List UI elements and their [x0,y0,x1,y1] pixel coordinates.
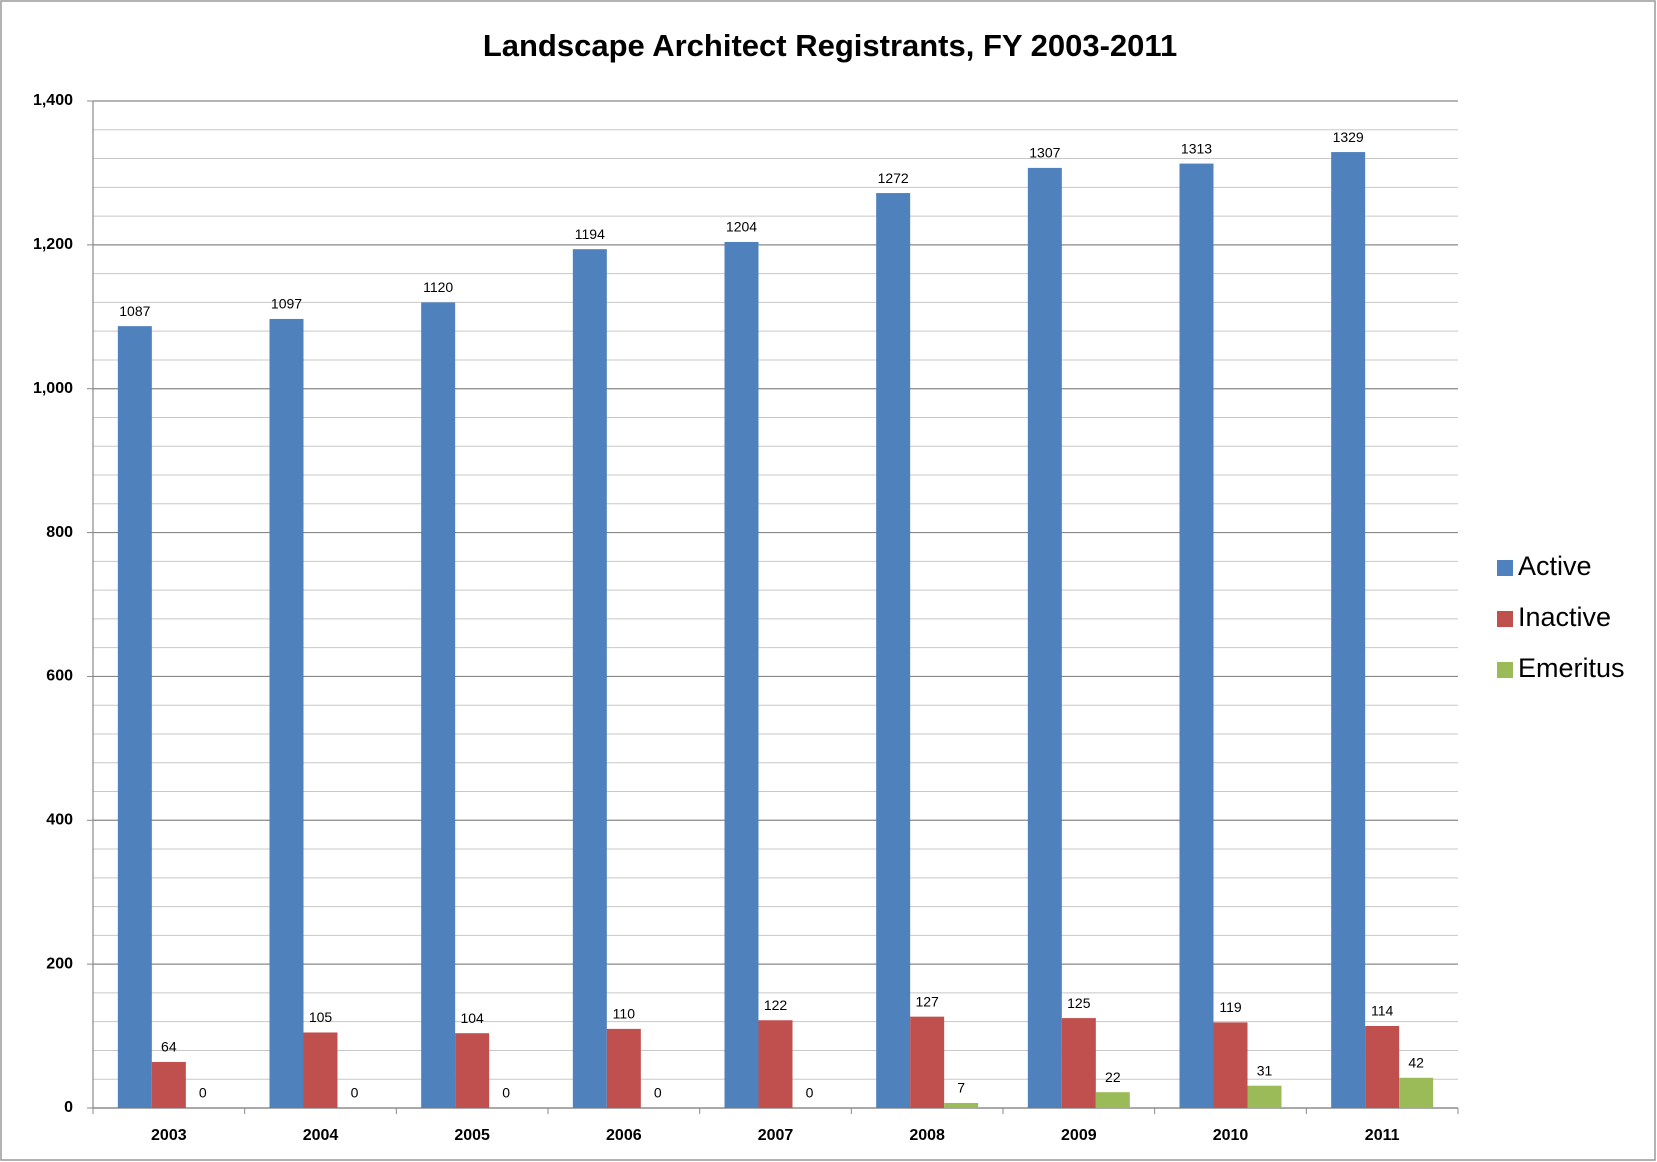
data-label: 1097 [271,296,302,312]
data-label: 122 [764,997,788,1013]
bar [1095,1092,1130,1108]
data-label: 125 [1067,995,1091,1011]
data-label: 1120 [423,279,453,295]
x-tick-label: 2010 [1213,1127,1249,1144]
y-tick-label: 1,200 [33,236,73,253]
data-label: 42 [1408,1054,1424,1070]
bar [1061,1018,1096,1108]
bar [1399,1077,1434,1108]
bar [1247,1085,1282,1108]
y-tick-label: 400 [46,812,73,829]
data-label: 1313 [1181,140,1212,156]
data-label: 31 [1257,1062,1273,1078]
data-label: 105 [309,1009,333,1025]
data-label: 0 [654,1085,662,1101]
y-tick-label: 1,400 [33,92,73,109]
bar [117,326,152,1108]
legend-swatch [1497,611,1513,627]
legend-label: Emeritus [1518,653,1625,683]
data-label: 0 [351,1085,359,1101]
x-tick-label: 2004 [303,1127,339,1144]
data-label: 1307 [1029,145,1060,161]
x-tick-label: 2008 [909,1127,945,1144]
bar [1179,163,1214,1108]
bar [1213,1022,1248,1108]
x-tick-label: 2009 [1061,1127,1097,1144]
data-label: 0 [502,1085,510,1101]
data-label: 1329 [1333,129,1364,145]
data-label: 7 [957,1080,965,1096]
x-tick-label: 2006 [606,1127,642,1144]
bar [1365,1026,1400,1108]
bar [455,1033,490,1108]
bar [606,1028,641,1108]
bar [269,318,304,1108]
y-tick-label: 1,000 [33,380,73,397]
data-label: 0 [806,1085,814,1101]
data-label: 0 [199,1085,207,1101]
bar [1027,167,1062,1109]
bar [151,1061,186,1108]
chart-title: Landscape Architect Registrants, FY 2003… [483,28,1177,63]
bar [910,1016,945,1108]
data-label: 1087 [119,303,150,319]
data-label: 104 [460,1010,484,1026]
data-label: 1194 [575,226,605,242]
data-label: 1272 [878,170,909,186]
y-tick-label: 0 [64,1099,73,1116]
legend-swatch [1497,662,1513,678]
bar [944,1102,979,1108]
legend-swatch [1497,560,1513,576]
data-label: 1204 [726,219,757,235]
bar [572,249,607,1108]
bar [876,193,911,1108]
legend-label: Active [1518,551,1592,581]
bar [1331,152,1366,1109]
y-tick-label: 600 [46,668,73,685]
x-tick-label: 2011 [1365,1127,1400,1144]
data-label: 64 [161,1039,177,1055]
x-tick-label: 2005 [454,1127,490,1144]
bar [303,1032,338,1108]
x-tick-label: 2007 [758,1127,794,1144]
data-label: 114 [1371,1003,1394,1019]
data-label: 22 [1105,1069,1121,1085]
y-tick-label: 200 [46,955,73,972]
y-tick-label: 800 [46,524,73,541]
bar [724,241,759,1109]
x-tick-label: 2003 [151,1127,187,1144]
bar [758,1020,793,1108]
data-label: 127 [915,993,939,1009]
bar [421,302,456,1108]
data-label: 110 [613,1006,636,1022]
data-label: 119 [1219,999,1242,1015]
legend-label: Inactive [1518,602,1611,632]
